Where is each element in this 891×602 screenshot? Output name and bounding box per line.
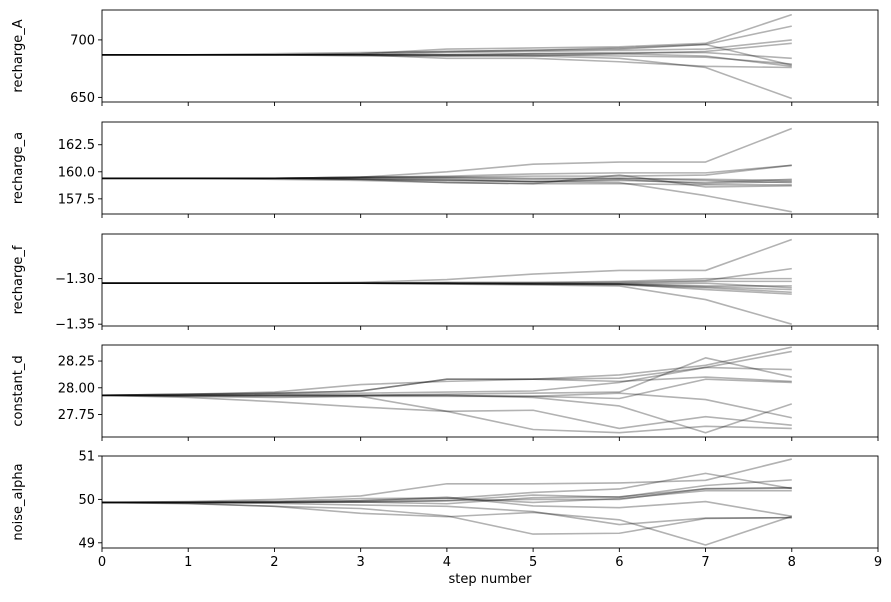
y-tick-label: −1.35: [55, 318, 95, 333]
x-tick-label: 2: [270, 555, 278, 570]
walker-line-7: [102, 501, 793, 546]
walker-line-5: [102, 378, 792, 400]
x-tick-label: 4: [443, 555, 451, 570]
walker-traces: [102, 13, 793, 100]
walker-line-0: [102, 458, 792, 504]
walker-line-9: [102, 486, 792, 504]
walker-line-0: [102, 346, 792, 397]
walker-line-6: [102, 51, 792, 60]
walker-line-7: [102, 54, 792, 65]
y-axis-label: recharge_a: [11, 132, 26, 204]
walker-line-6: [102, 177, 792, 184]
walker-line-1: [102, 177, 792, 213]
walker-line-3: [102, 177, 792, 184]
walker-line-2: [102, 366, 792, 397]
y-tick-label: 157.5: [58, 192, 95, 207]
panel-recharge-f: −1.35 −1.30 recharge_f: [11, 233, 879, 333]
y-tick-label: 50: [78, 493, 95, 508]
walker-line-7: [102, 282, 792, 287]
walker-line-7: [102, 394, 792, 430]
panel-frame: [101, 455, 879, 549]
walker-line-9: [102, 394, 793, 434]
x-tick-label: 0: [98, 555, 106, 570]
walker-line-9: [102, 282, 792, 289]
walker-line-1: [102, 13, 793, 56]
walker-line-8: [102, 496, 792, 518]
x-tick-label: 1: [184, 555, 192, 570]
walker-line-2: [102, 479, 792, 504]
y-tick-label: −1.30: [55, 272, 95, 287]
y-tick-label: 51: [78, 450, 95, 465]
panel-frame: [101, 344, 879, 438]
y-tick-label: 28.00: [58, 381, 95, 396]
walker-line-3: [102, 357, 792, 397]
walker-line-4: [102, 487, 792, 505]
walker-line-8: [102, 52, 792, 68]
walker-line-0: [102, 127, 793, 180]
walker-traces: [102, 127, 793, 213]
x-tick-label: 8: [788, 555, 796, 570]
y-tick-label: 160.0: [58, 165, 95, 180]
y-tick-label: 49: [78, 536, 95, 551]
walker-line-5: [102, 282, 792, 291]
panel-noise-alpha: 49 50 51 noise_alpha 0 1 2 3 4 5 6 7 8 9 step number: [11, 450, 882, 588]
walker-line-0: [102, 238, 793, 284]
x-tick-label: 6: [615, 555, 623, 570]
y-tick-label: 650: [70, 91, 95, 106]
walker-line-3: [102, 489, 792, 504]
walker-line-8: [102, 174, 792, 188]
walker-line-8: [102, 394, 792, 434]
y-tick-label: 162.5: [58, 138, 95, 153]
y-tick-label: 27.75: [58, 408, 95, 423]
walker-line-2: [102, 25, 792, 56]
walker-traces: [102, 346, 793, 434]
panel-frame: [101, 233, 879, 327]
y-tick-label: 700: [70, 33, 95, 48]
walker-line-9: [102, 176, 792, 182]
walker-line-1: [102, 282, 792, 325]
x-tick-label: 5: [529, 555, 537, 570]
walker-line-7: [102, 177, 792, 185]
walker-line-4: [102, 376, 792, 397]
walker-traces: [102, 238, 793, 325]
walker-line-4: [102, 280, 792, 284]
walker-traces: [102, 458, 793, 546]
walker-line-5: [102, 54, 792, 69]
panel-recharge-A: 650 700 recharge_A: [11, 9, 879, 106]
y-axis-label: constant_d: [11, 355, 26, 426]
walker-line-6: [102, 501, 792, 526]
walker-line-5: [102, 501, 792, 535]
y-axis-label: noise_alpha: [11, 463, 26, 540]
walker-line-0: [102, 54, 793, 100]
y-axis-label: recharge_f: [11, 245, 26, 314]
x-tick-label: 7: [701, 555, 709, 570]
panel-frame: [101, 121, 879, 215]
walker-line-6: [102, 392, 792, 419]
walker-line-2: [102, 267, 792, 284]
walker-line-9: [102, 43, 792, 66]
walker-line-1: [102, 350, 792, 397]
walker-line-3: [102, 39, 792, 56]
y-tick-label: 28.25: [58, 355, 95, 370]
walker-line-3: [102, 277, 792, 284]
walker-line-2: [102, 164, 792, 180]
x-tick-label: 3: [357, 555, 365, 570]
walker-line-4: [102, 177, 792, 186]
y-axis-label: recharge_A: [11, 19, 26, 92]
panel-constant-d: 27.75 28.00 28.25 constant_d: [11, 344, 879, 441]
walker-line-1: [102, 472, 792, 504]
panel-recharge-a: 157.5 160.0 162.5 recharge_a: [11, 121, 879, 218]
walker-line-5: [102, 164, 792, 180]
walker-line-4: [102, 42, 792, 57]
walker-line-8: [102, 282, 792, 295]
x-tick-label: 9: [874, 555, 882, 570]
walker-line-6: [102, 282, 792, 294]
x-axis-label: step number: [449, 572, 533, 587]
panel-frame: [101, 9, 879, 103]
